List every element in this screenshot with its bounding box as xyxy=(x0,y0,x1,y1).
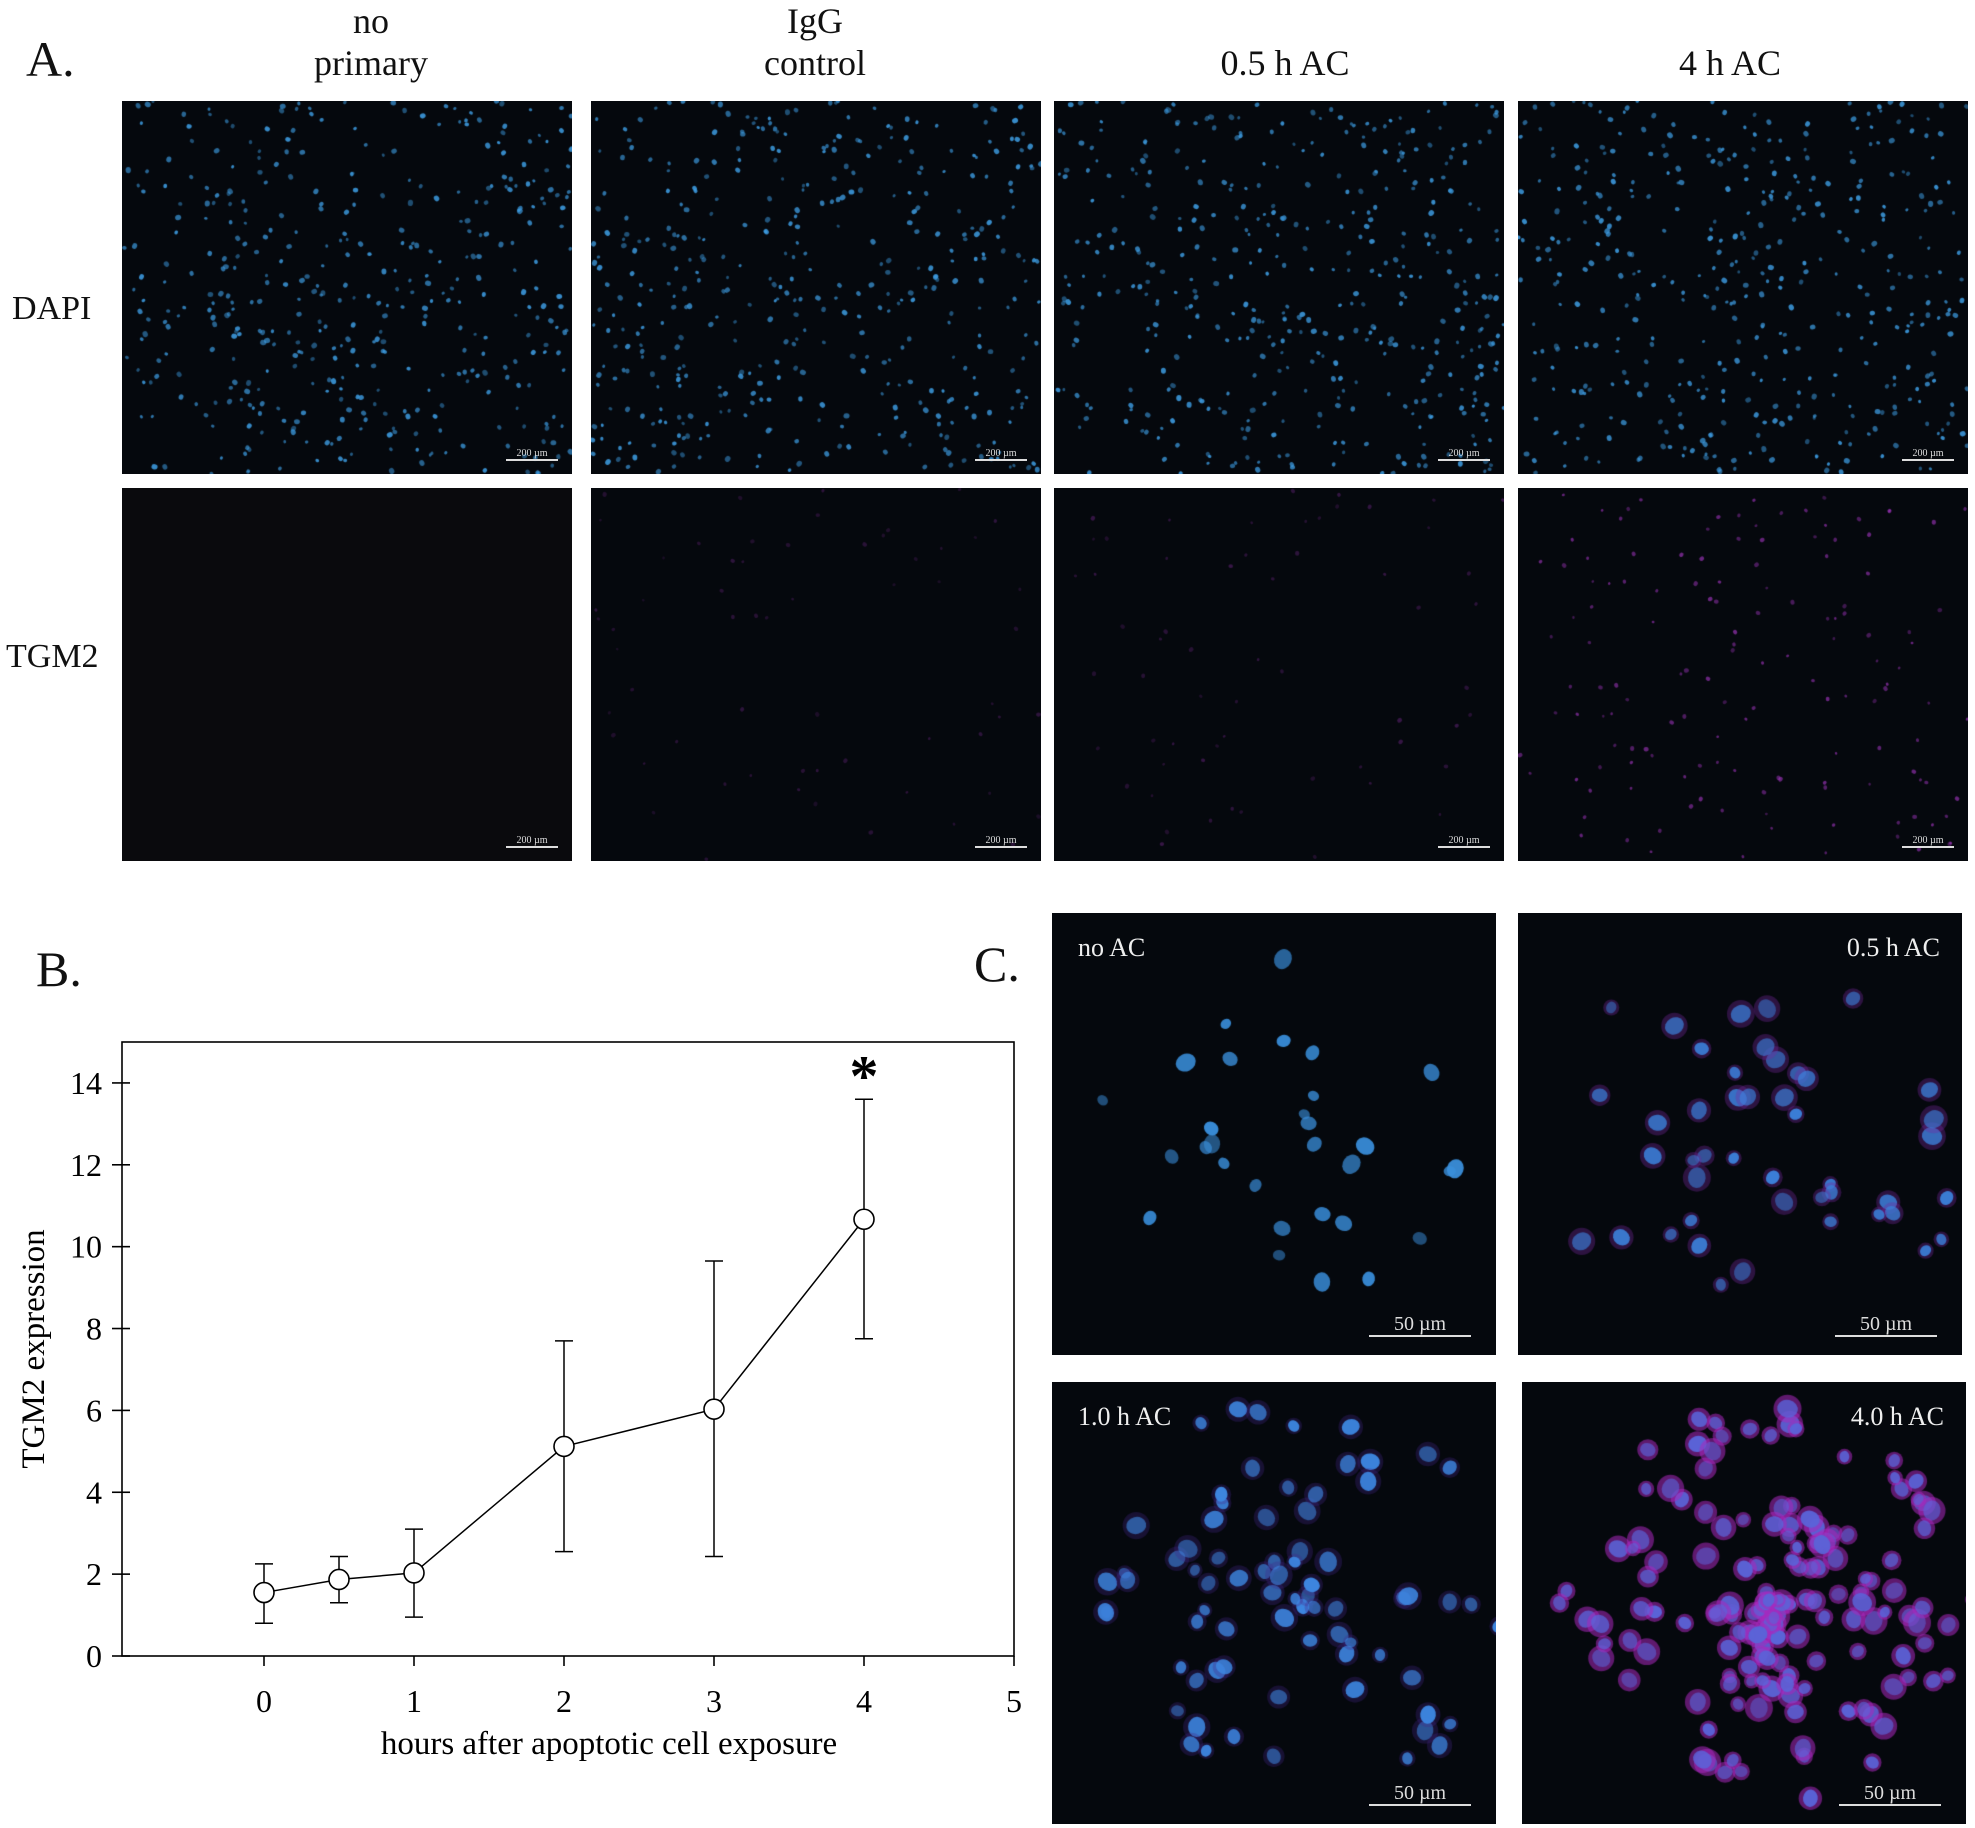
tgm2-image-0: 200 µm xyxy=(122,488,572,861)
panel-c-label: C. xyxy=(974,936,1020,992)
microscopy-image xyxy=(591,101,1041,474)
x-tick-label: 5 xyxy=(1006,1683,1022,1719)
x-axis-label: hours after apoptotic cell exposure xyxy=(381,1726,837,1762)
microscopy-image xyxy=(1052,1382,1496,1824)
significance-asterisk: * xyxy=(850,1043,879,1108)
y-tick-label: 10 xyxy=(70,1229,102,1265)
scale-bar: 50 µm xyxy=(1839,1782,1941,1806)
header-line xyxy=(1505,0,1955,42)
scale-bar: 200 µm xyxy=(1902,448,1954,461)
series-line xyxy=(263,1218,865,1594)
y-tick-label: 8 xyxy=(86,1311,102,1347)
image-label: 4.0 h AC xyxy=(1850,1402,1944,1431)
microscopy-image xyxy=(1518,101,1968,474)
scale-bar: 50 µm xyxy=(1369,1782,1471,1806)
header-line: no xyxy=(353,1,389,41)
x-tick-label: 1 xyxy=(406,1683,422,1719)
y-tick-label: 6 xyxy=(86,1392,102,1428)
y-axis-label: TGM2 expression xyxy=(16,1229,52,1468)
scale-bar: 50 µm xyxy=(1835,1313,1937,1337)
image-label: 0.5 h AC xyxy=(1846,933,1940,962)
data-point xyxy=(853,1208,875,1231)
scale-bar: 200 µm xyxy=(1902,835,1954,848)
scale-bar: 50 µm xyxy=(1369,1313,1471,1337)
data-point xyxy=(253,1581,275,1604)
header-line xyxy=(1060,0,1510,42)
dapi-image-1: 200 µm xyxy=(591,101,1041,474)
tgm2-image-1: 200 µm xyxy=(591,488,1041,861)
y-tick-label: 0 xyxy=(86,1638,102,1674)
image-label: no AC xyxy=(1078,933,1146,962)
plot-frame xyxy=(121,1041,1015,1657)
panel-a-label: A. xyxy=(26,31,75,87)
x-tick-label: 2 xyxy=(556,1683,572,1719)
header-line: 0.5 h AC xyxy=(1220,43,1350,83)
data-point xyxy=(703,1398,725,1420)
x-tick-label: 0 xyxy=(256,1683,272,1719)
data-point xyxy=(328,1568,350,1591)
microscopy-image xyxy=(122,101,572,474)
microscopy-image xyxy=(1518,913,1962,1355)
microscopy-image xyxy=(591,488,1041,861)
panel-b-label: B. xyxy=(36,941,82,997)
y-tick-label: 4 xyxy=(86,1474,102,1510)
dapi-image-2: 200 µm xyxy=(1054,101,1504,474)
scale-bar: 200 µm xyxy=(506,448,558,461)
microscopy-image xyxy=(1054,488,1504,861)
header-line: 4 h AC xyxy=(1678,43,1782,83)
data-point xyxy=(403,1562,425,1584)
tgm2-image-2: 200 µm xyxy=(1054,488,1504,861)
image-label: 1.0 h AC xyxy=(1078,1402,1172,1431)
panel-c-image-2: 1.0 h AC 50 µm xyxy=(1052,1382,1496,1824)
microscopy-image xyxy=(1052,913,1496,1355)
scale-bar: 200 µm xyxy=(975,835,1027,848)
panel-c-image-0: no AC 50 µm xyxy=(1052,913,1496,1355)
y-tick-label: 12 xyxy=(70,1147,102,1183)
header-line: control xyxy=(764,43,866,83)
tgm2-image-3: 200 µm xyxy=(1518,488,1968,861)
column-header-no-primary: no primary xyxy=(146,0,596,84)
x-tick-label: 4 xyxy=(856,1683,872,1719)
row-label-dapi: DAPI xyxy=(12,290,92,327)
panel-c-image-1: 0.5 h AC 50 µm xyxy=(1518,913,1962,1355)
y-tick-label: 2 xyxy=(86,1556,102,1592)
scale-bar: 200 µm xyxy=(1438,448,1490,461)
scale-bar: 200 µm xyxy=(975,448,1027,461)
y-tick-label: 14 xyxy=(70,1065,102,1101)
dapi-image-3: 200 µm xyxy=(1518,101,1968,474)
scale-bar: 200 µm xyxy=(1438,835,1490,848)
header-line: IgG xyxy=(787,1,843,41)
microscopy-image xyxy=(1522,1382,1966,1824)
panel-c-image-3: 4.0 h AC 50 µm xyxy=(1522,1382,1966,1824)
microscopy-image xyxy=(1518,488,1968,861)
row-label-tgm2: TGM2 xyxy=(6,638,99,675)
microscopy-image xyxy=(1054,101,1504,474)
scale-bar: 200 µm xyxy=(506,835,558,848)
column-header-igg-control: IgG control xyxy=(590,0,1040,84)
column-header-4h-ac: 4 h AC xyxy=(1505,0,1955,84)
column-header-0-5h-ac: 0.5 h AC xyxy=(1060,0,1510,84)
dapi-image-0: 200 µm xyxy=(122,101,572,474)
microscopy-image xyxy=(122,488,572,861)
header-line: primary xyxy=(314,43,428,83)
data-point xyxy=(553,1435,575,1458)
x-tick-label: 3 xyxy=(706,1683,722,1719)
